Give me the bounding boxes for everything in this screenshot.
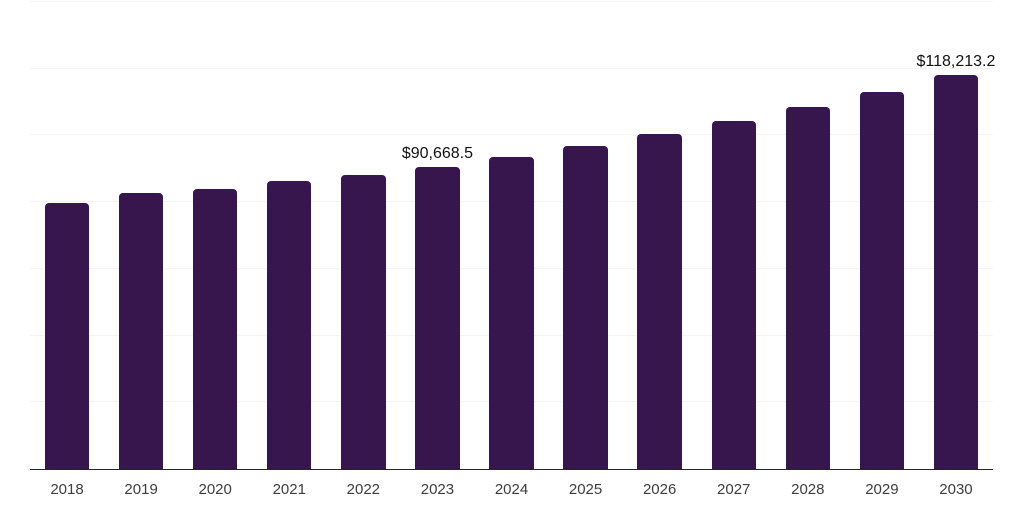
bar-2026[interactable] xyxy=(637,134,682,469)
bar-2019[interactable] xyxy=(118,192,164,469)
bar-2030[interactable] xyxy=(933,74,979,469)
x-tick-2025: 2025 xyxy=(568,481,603,498)
data-label-2023: $90,668.5 xyxy=(401,145,474,163)
bar-2025[interactable] xyxy=(563,146,608,469)
x-tick-2021: 2021 xyxy=(272,481,306,498)
x-tick-2027: 2027 xyxy=(717,481,751,498)
x-tick-2018: 2018 xyxy=(50,481,84,498)
gridline-100000 xyxy=(30,134,993,136)
x-tick-2023: 2023 xyxy=(420,481,455,498)
bar-2020[interactable] xyxy=(192,188,238,469)
x-axis-line xyxy=(30,468,993,470)
x-tick-2026: 2026 xyxy=(642,481,677,498)
x-tick-2029: 2029 xyxy=(865,481,899,498)
bar-2029[interactable] xyxy=(859,91,905,469)
gridline-140000 xyxy=(30,1,993,2)
x-tick-2028: 2028 xyxy=(791,481,825,498)
x-tick-2020: 2020 xyxy=(198,481,232,498)
x-tick-2022: 2022 xyxy=(346,481,381,498)
bar-2024[interactable] xyxy=(489,157,534,469)
x-tick-2024: 2024 xyxy=(494,481,529,498)
plot-area: 2018 2019 2020 2021 2022 2023 $90,668.5 2024 202… xyxy=(30,1,996,498)
x-tick-2030: 2030 xyxy=(939,481,973,498)
bar-2018[interactable] xyxy=(44,203,90,469)
gridline-120000 xyxy=(30,67,993,69)
x-tick-2019: 2019 xyxy=(124,481,158,498)
bar-2028[interactable] xyxy=(785,107,831,469)
bar-2021[interactable] xyxy=(267,181,312,469)
bar-2023[interactable] xyxy=(415,166,460,469)
bar-2027[interactable] xyxy=(711,121,756,469)
data-label-2030: $118,213.2 xyxy=(916,53,996,71)
bar-2022[interactable] xyxy=(341,175,386,469)
